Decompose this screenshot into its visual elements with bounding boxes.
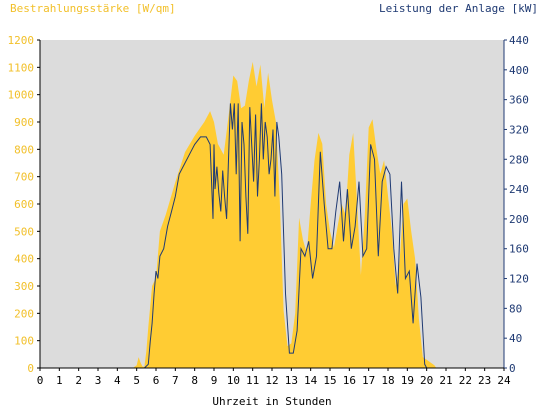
- x-tick-label: 12: [265, 374, 278, 387]
- right-tick-label: 400: [509, 64, 529, 77]
- x-tick-label: 18: [381, 374, 394, 387]
- series-layer: [40, 61, 504, 369]
- left-tick-label: 100: [14, 335, 34, 348]
- left-axis-title: Bestrahlungsstärke [W/qm]: [10, 2, 176, 15]
- left-tick-label: 1200: [8, 34, 35, 47]
- right-tick-label: 120: [509, 273, 529, 286]
- left-tick-label: 800: [14, 143, 34, 156]
- left-tick-label: 0: [27, 362, 34, 375]
- series-irradiance-area: [40, 61, 504, 369]
- right-tick-label: 360: [509, 94, 529, 107]
- left-tick-label: 900: [14, 116, 34, 129]
- x-tick-label: 0: [37, 374, 44, 387]
- left-tick-label: 400: [14, 253, 34, 266]
- x-tick-label: 24: [497, 374, 511, 387]
- x-tick-label: 16: [343, 374, 356, 387]
- x-tick-label: 6: [153, 374, 160, 387]
- x-axis-title: Uhrzeit in Stunden: [212, 395, 332, 408]
- x-tick-label: 14: [304, 374, 318, 387]
- right-tick-label: 0: [509, 362, 516, 375]
- x-tick-label: 2: [75, 374, 82, 387]
- x-tick-label: 7: [172, 374, 179, 387]
- left-tick-label: 1000: [8, 89, 35, 102]
- right-tick-label: 40: [509, 332, 522, 345]
- right-tick-label: 200: [509, 213, 529, 226]
- left-tick-label: 600: [14, 198, 34, 211]
- x-tick-label: 15: [323, 374, 336, 387]
- axis-layer: 0100200300400500600700800900100011001200…: [8, 34, 529, 387]
- series-power-line: [40, 103, 504, 369]
- x-tick-label: 8: [191, 374, 198, 387]
- right-tick-label: 320: [509, 123, 529, 136]
- x-tick-label: 10: [227, 374, 240, 387]
- x-tick-label: 17: [362, 374, 375, 387]
- right-tick-label: 440: [509, 34, 529, 47]
- left-tick-label: 300: [14, 280, 34, 293]
- left-tick-label: 700: [14, 171, 34, 184]
- x-tick-label: 21: [439, 374, 452, 387]
- x-tick-label: 23: [478, 374, 491, 387]
- x-tick-label: 9: [211, 374, 218, 387]
- left-tick-label: 200: [14, 307, 34, 320]
- right-axis-title: Leistung der Anlage [kW]: [379, 2, 538, 15]
- x-tick-label: 5: [133, 374, 140, 387]
- right-tick-label: 80: [509, 302, 522, 315]
- x-tick-label: 13: [285, 374, 298, 387]
- x-tick-label: 3: [95, 374, 102, 387]
- left-tick-label: 1100: [8, 61, 35, 74]
- right-tick-label: 240: [509, 183, 529, 196]
- x-tick-label: 20: [420, 374, 433, 387]
- x-tick-label: 22: [459, 374, 472, 387]
- x-tick-label: 11: [246, 374, 259, 387]
- x-tick-label: 4: [114, 374, 121, 387]
- left-tick-label: 500: [14, 225, 34, 238]
- x-tick-label: 19: [401, 374, 414, 387]
- right-tick-label: 280: [509, 153, 529, 166]
- x-tick-label: 1: [56, 374, 63, 387]
- right-tick-label: 160: [509, 243, 529, 256]
